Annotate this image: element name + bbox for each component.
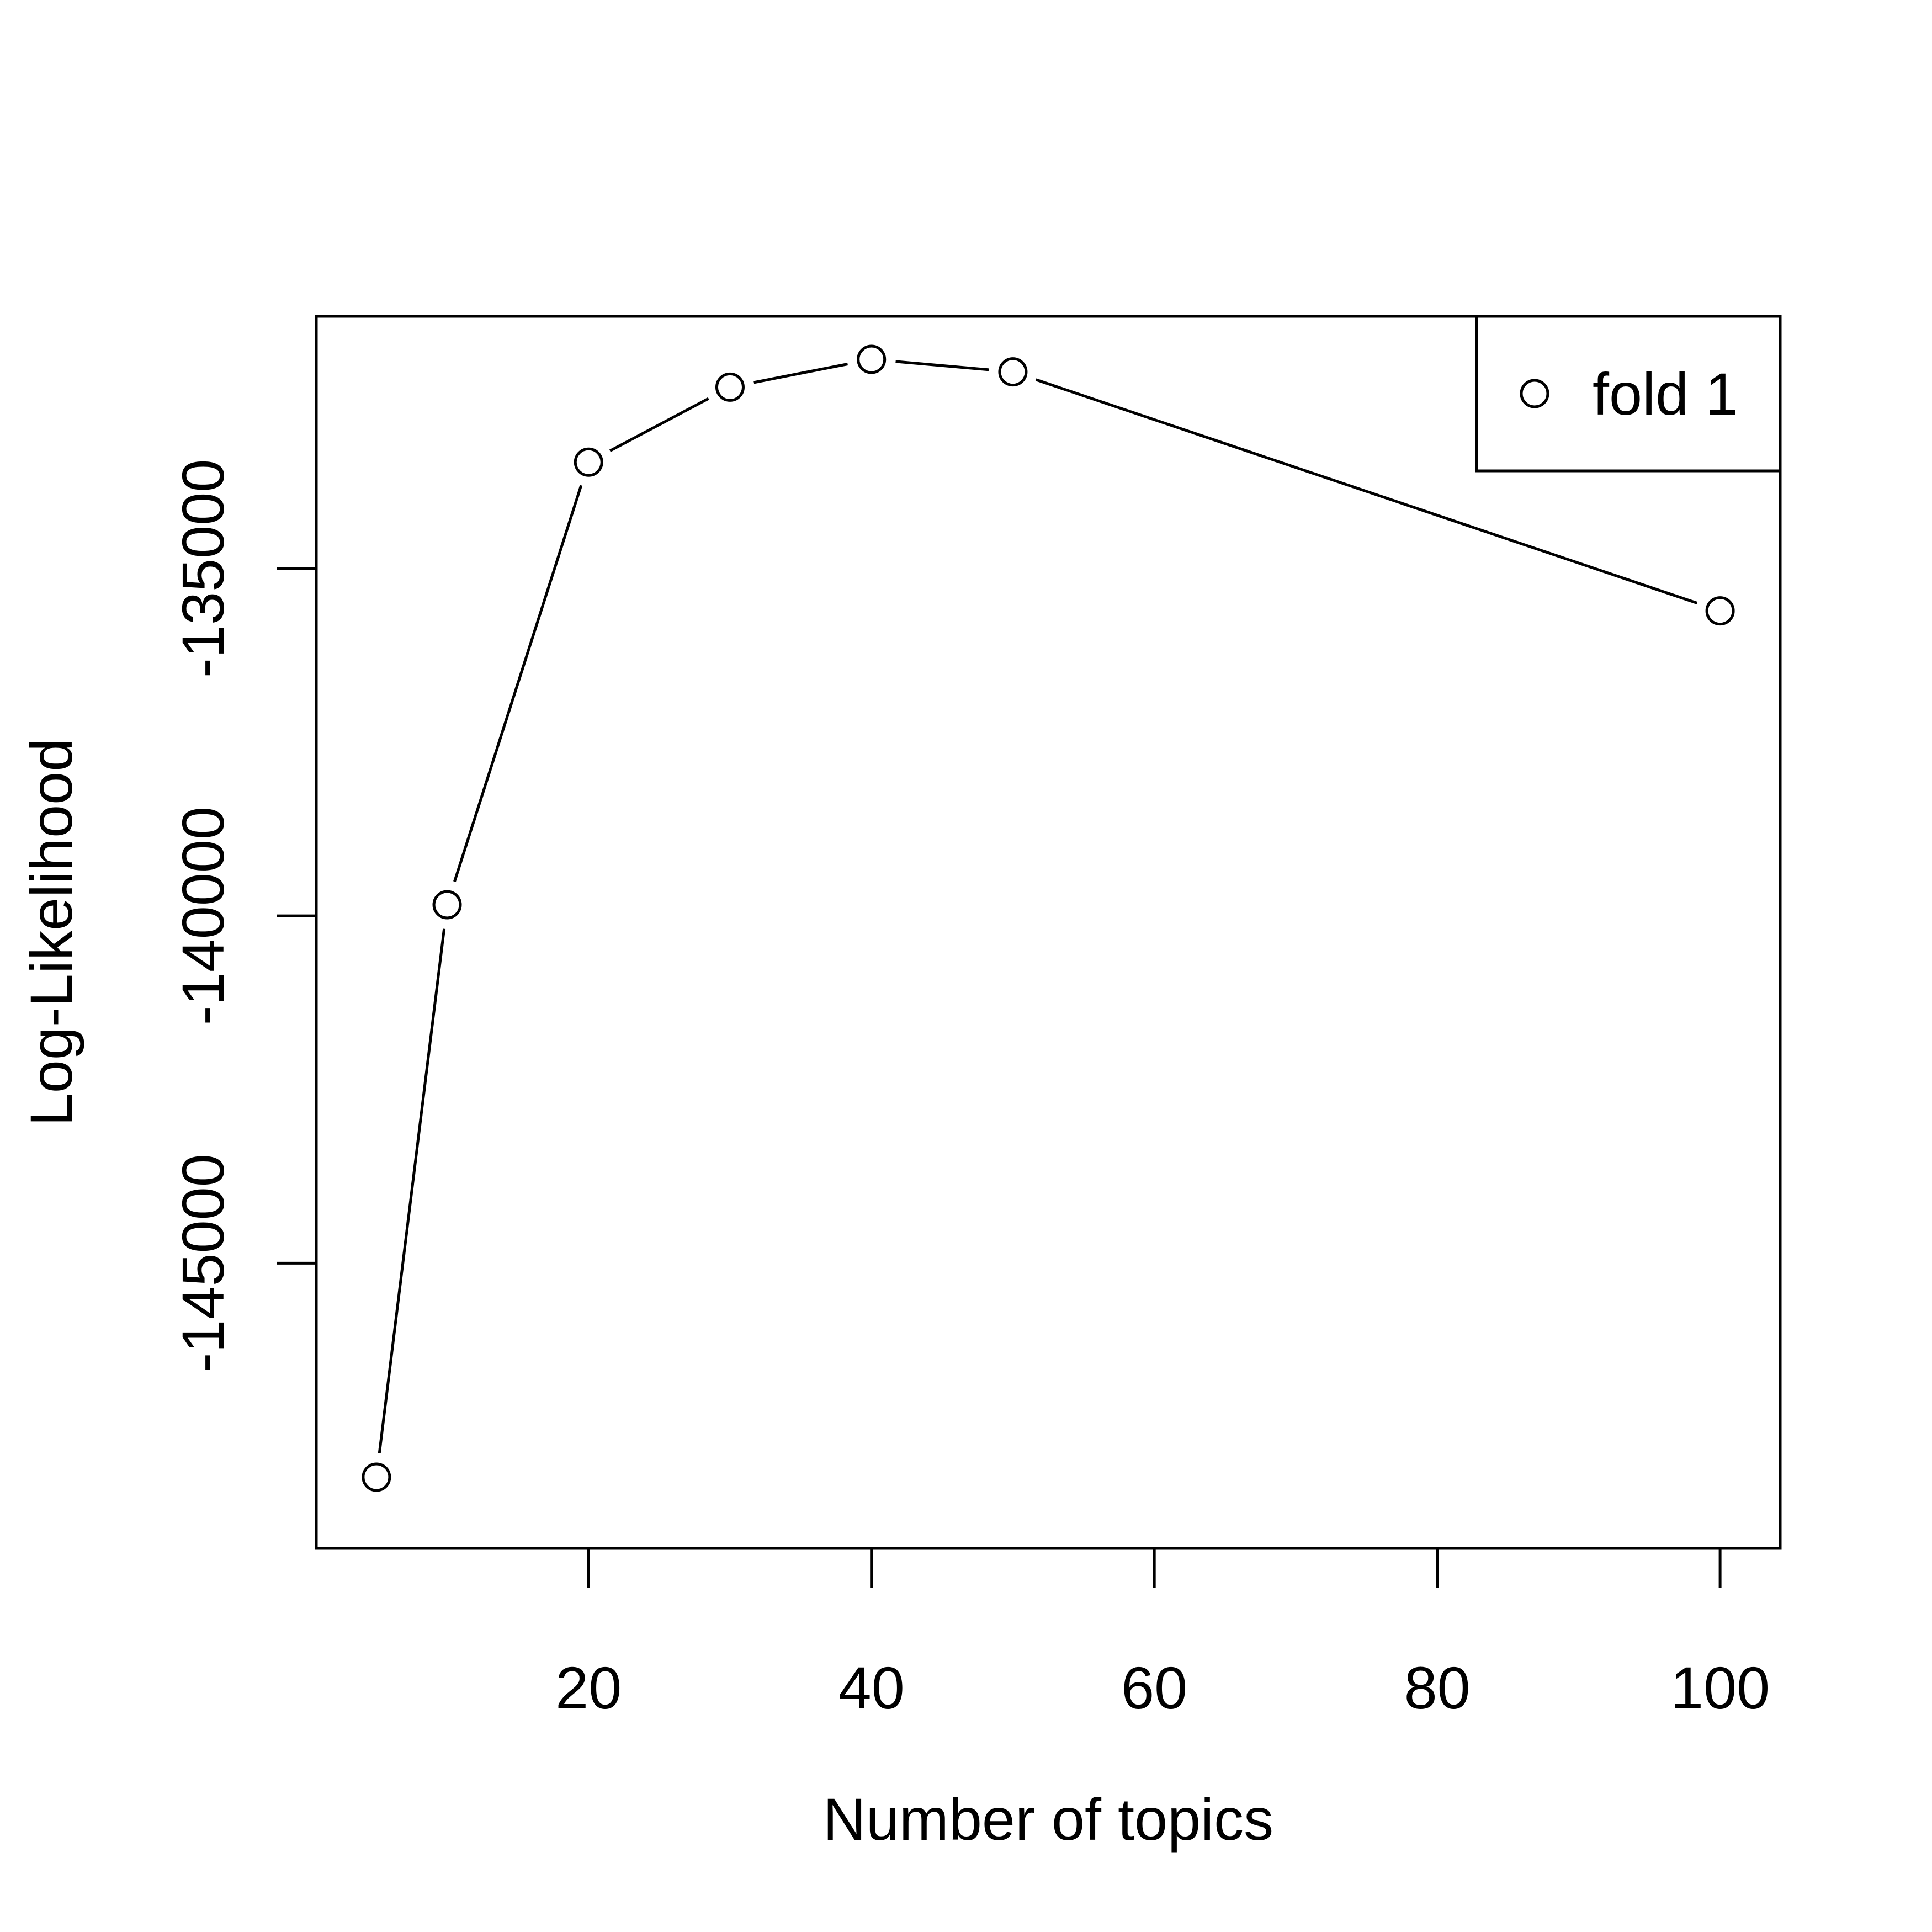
data-point-x20 bbox=[574, 447, 603, 477]
y-tick-label--135000: -135000 bbox=[169, 459, 236, 678]
y-tick-label--145000: -145000 bbox=[169, 1154, 236, 1372]
plot-frame bbox=[315, 315, 1782, 1550]
series-0-segment-4 bbox=[895, 360, 989, 371]
data-point-x100 bbox=[1705, 596, 1735, 626]
series-0-segment-1 bbox=[453, 485, 583, 882]
x-tick-label-60: 60 bbox=[1121, 1654, 1187, 1721]
y-axis-title: Log-Likelihood bbox=[18, 739, 84, 1127]
x-tick-label-40: 40 bbox=[838, 1654, 905, 1721]
series-0-segment-5 bbox=[1035, 378, 1698, 604]
legend: fold 1 bbox=[1475, 315, 1782, 473]
data-point-x10 bbox=[432, 890, 462, 920]
series-0-segment-3 bbox=[753, 363, 848, 384]
series-0-segment-2 bbox=[609, 397, 709, 452]
legend-label-fold-1: fold 1 bbox=[1593, 360, 1738, 427]
y-axis: -145000 -140000 -135000 bbox=[169, 459, 316, 1373]
y-tick-label--140000: -140000 bbox=[169, 806, 236, 1025]
x-axis: 20 40 60 80 100 bbox=[555, 1548, 1770, 1721]
x-tick-label-100: 100 bbox=[1670, 1654, 1770, 1721]
series-lines bbox=[378, 360, 1698, 1453]
legend-marker-fold-1 bbox=[1520, 379, 1549, 408]
series-0-segment-0 bbox=[378, 928, 446, 1453]
data-point-x50 bbox=[998, 357, 1028, 387]
data-point-x30 bbox=[715, 372, 745, 402]
data-point-x40 bbox=[857, 344, 887, 374]
x-tick-label-80: 80 bbox=[1404, 1654, 1471, 1721]
legend-box bbox=[1475, 315, 1782, 473]
data-point-x5 bbox=[362, 1462, 391, 1492]
x-axis-title: Number of topics bbox=[823, 1786, 1273, 1853]
series-points bbox=[362, 344, 1735, 1492]
x-tick-label-20: 20 bbox=[555, 1654, 622, 1721]
